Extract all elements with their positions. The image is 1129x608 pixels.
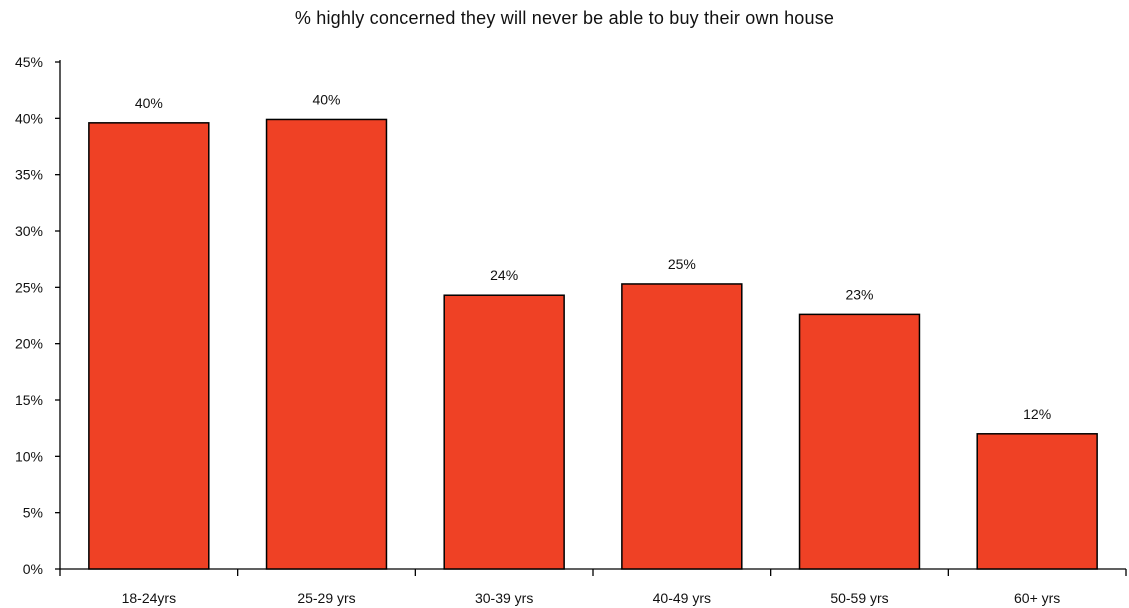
data-labels: 40% 40% 24% 25% 23% 12% — [135, 91, 1051, 421]
y-tick-label: 30% — [15, 223, 43, 239]
bar — [976, 433, 1098, 570]
x-tick-label: 18-24yrs — [122, 590, 176, 606]
x-axis: 18-24yrs 25-29 yrs 30-39 yrs 40-49 yrs 50-59… — [59, 568, 1127, 606]
bar — [798, 313, 921, 570]
x-tick-label: 30-39 yrs — [475, 590, 533, 606]
x-tick-label: 40-49 yrs — [653, 590, 711, 606]
y-tick-label: 5% — [23, 505, 43, 521]
bar — [443, 294, 565, 570]
bar — [621, 283, 743, 570]
y-tick-label: 45% — [15, 54, 43, 70]
y-tick-label: 0% — [23, 561, 43, 577]
bar — [265, 118, 388, 570]
chart-title: % highly concerned they will never be ab… — [294, 8, 835, 28]
data-label: 12% — [1023, 406, 1051, 422]
data-label: 24% — [490, 267, 518, 283]
y-tick-label: 20% — [15, 336, 43, 352]
y-tick-label: 10% — [15, 448, 43, 464]
x-tick-label: 25-29 yrs — [297, 590, 355, 606]
y-tick-label: 15% — [15, 392, 43, 408]
y-tick-label: 25% — [15, 279, 43, 295]
bar — [88, 122, 210, 570]
x-tick-label: 50-59 yrs — [830, 590, 888, 606]
y-axis: 0% 5% 10% 15% 20% 25% 30% 35% 40% 45% — [15, 54, 61, 577]
data-label: 25% — [668, 256, 696, 272]
y-tick-label: 40% — [15, 110, 43, 126]
data-label: 40% — [135, 95, 163, 111]
y-tick-label: 35% — [15, 167, 43, 183]
bars — [88, 118, 1098, 570]
data-label: 23% — [845, 286, 873, 302]
data-label: 40% — [312, 91, 340, 107]
x-tick-label: 60+ yrs — [1014, 590, 1060, 606]
